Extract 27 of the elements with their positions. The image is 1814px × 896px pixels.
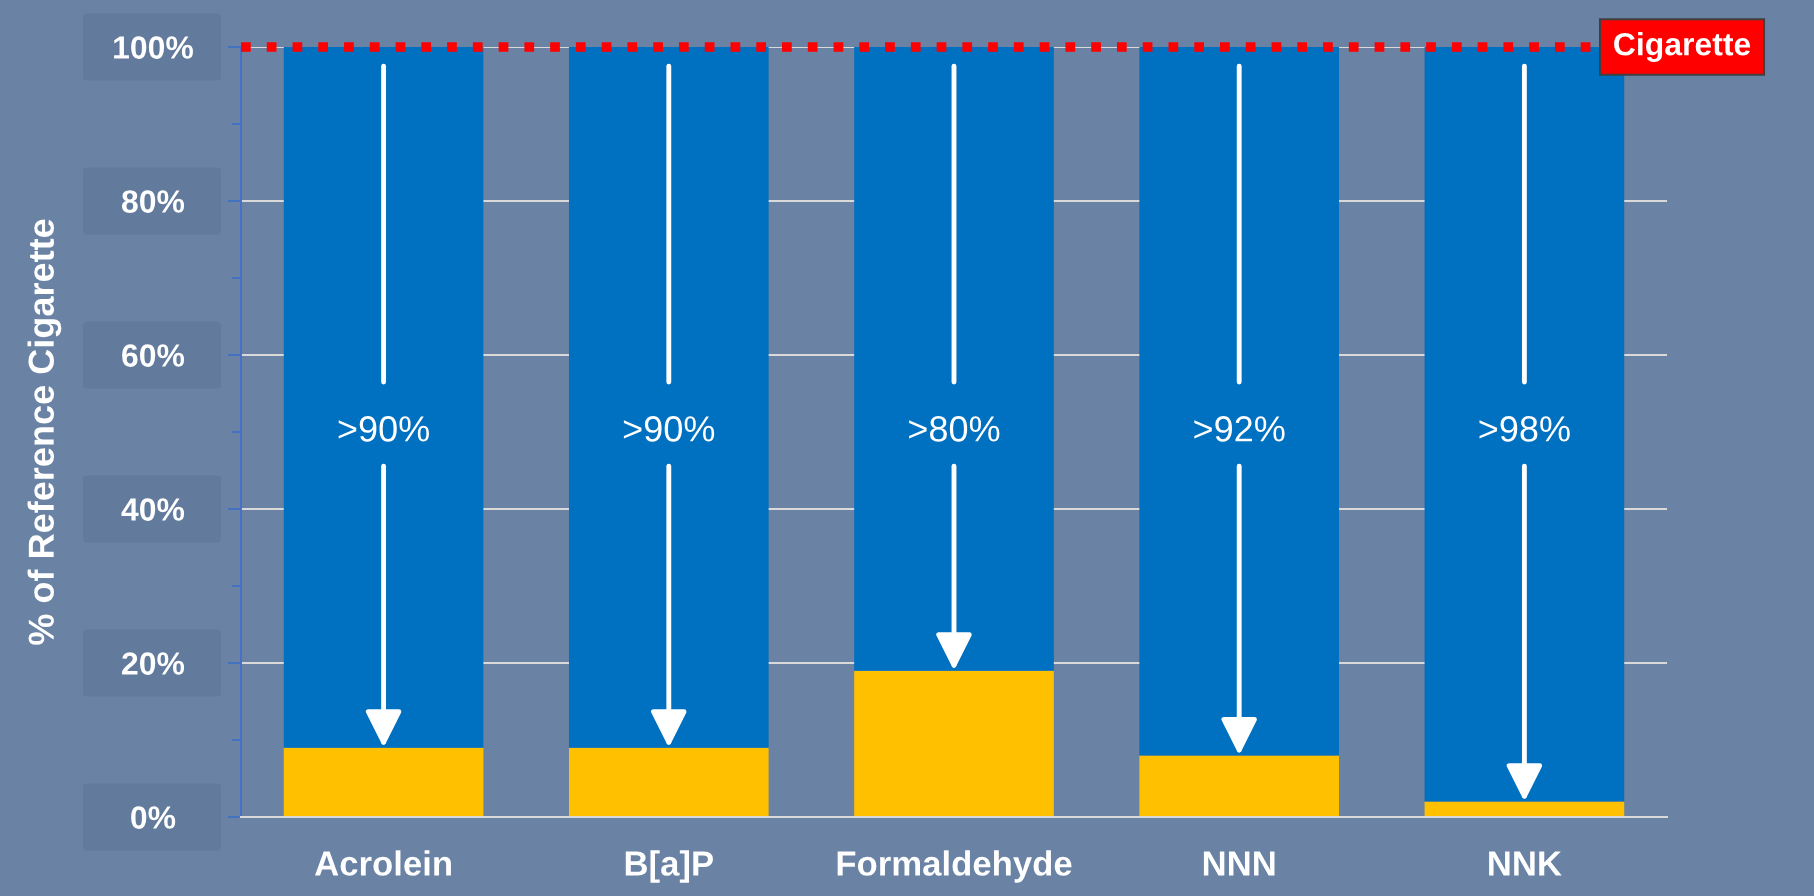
annotation: >90% (338, 416, 429, 442)
y-tick-label: 20% (122, 652, 185, 675)
bar (568, 747, 769, 817)
annotation: >98% (1479, 416, 1570, 442)
y-tick-label: 100% (114, 36, 193, 59)
y-tick-label: 80% (121, 190, 185, 213)
y-tick-label: 40% (121, 498, 185, 521)
bar (1139, 755, 1340, 817)
bar (568, 47, 769, 748)
bar (283, 47, 484, 748)
x-tick-label: NNN (1203, 851, 1275, 876)
annotation: >80% (909, 416, 1000, 442)
annotation: >90% (623, 416, 715, 442)
y-tick-label: 0% (131, 806, 176, 829)
annotation: >92% (1194, 416, 1285, 442)
x-tick-label: NNK (1489, 851, 1562, 876)
x-tick-label: B[a]P (625, 850, 713, 883)
bar (854, 47, 1054, 671)
ref-line-label: Cigarette (1614, 32, 1751, 62)
y-tick-label: 60% (122, 344, 185, 367)
bar (1139, 47, 1340, 756)
bar (854, 670, 1054, 817)
bar (1424, 801, 1625, 817)
x-tick-label: Acrolein (315, 850, 451, 876)
bar (283, 747, 484, 817)
y-axis-title: % of Reference Cigarette (27, 219, 62, 645)
x-tick-label: Formaldehyde (837, 850, 1072, 883)
